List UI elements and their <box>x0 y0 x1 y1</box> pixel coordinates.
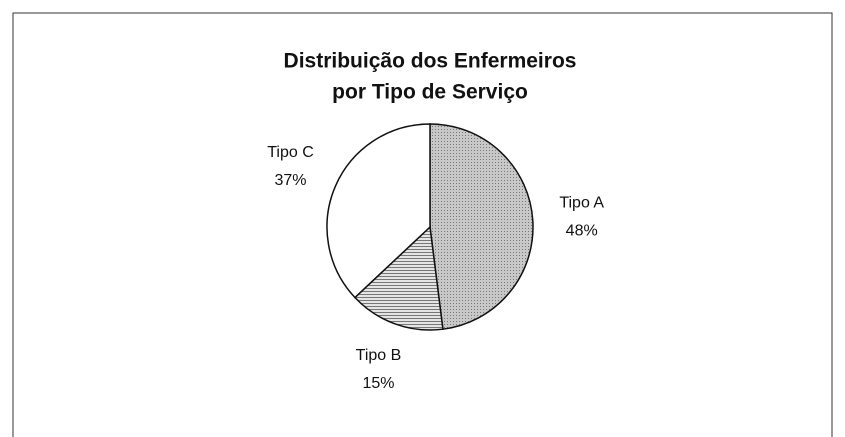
slice-value-label: 37% <box>274 172 306 189</box>
chart-title: por Tipo de Serviço <box>332 81 528 104</box>
chart-frame <box>12 12 833 437</box>
slice-value-label: 15% <box>362 375 394 392</box>
slice-label: Tipo B <box>356 347 402 364</box>
pie-slice <box>429 123 534 331</box>
chart-title: Distribuição dos Enfermeiros <box>284 50 577 73</box>
slice-label: Tipo C <box>267 144 314 161</box>
pie-slice <box>326 123 431 299</box>
slice-value-label: 48% <box>566 223 598 240</box>
slice-label: Tipo A <box>559 195 604 212</box>
pie-slice <box>353 225 444 331</box>
